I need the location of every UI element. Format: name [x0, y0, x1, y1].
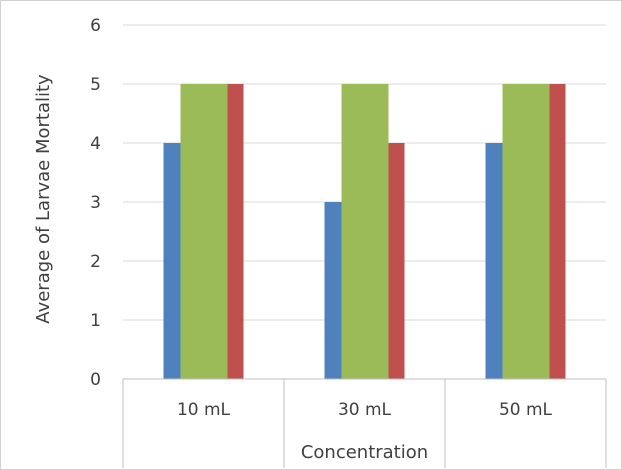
- bar: [388, 143, 405, 379]
- bar: [227, 84, 244, 379]
- bar: [502, 84, 550, 379]
- y-tick-label: 5: [90, 75, 101, 95]
- bar: [324, 202, 342, 379]
- y-tick-label: 1: [90, 311, 101, 331]
- bars: [163, 84, 566, 379]
- y-tick-label: 2: [90, 252, 101, 272]
- bar: [485, 143, 503, 379]
- bar: [341, 84, 389, 379]
- bar: [180, 84, 228, 379]
- x-tick-labels: 10 mL 30 mL 50 mL: [177, 400, 553, 420]
- x-tick-label: 50 mL: [499, 400, 553, 420]
- x-axis-title: Concentration: [301, 442, 428, 463]
- y-axis-title: Average of Larvae Mortality: [33, 74, 54, 324]
- x-tick-label: 30 mL: [338, 400, 392, 420]
- y-tick-label: 4: [90, 134, 101, 154]
- y-tick-labels: 0 1 2 3 4 5 6: [90, 16, 101, 390]
- axes: [122, 378, 607, 468]
- bar: [163, 143, 181, 379]
- bar: [549, 84, 566, 379]
- x-tick-label: 10 mL: [177, 400, 231, 420]
- y-tick-label: 6: [90, 16, 101, 36]
- y-tick-label: 0: [90, 370, 101, 390]
- y-tick-label: 3: [90, 193, 101, 213]
